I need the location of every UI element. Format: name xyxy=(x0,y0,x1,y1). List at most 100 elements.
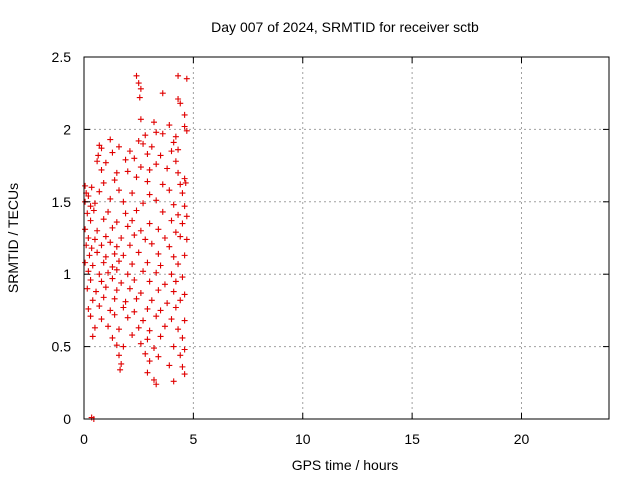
data-point xyxy=(90,207,97,214)
data-point xyxy=(105,208,112,215)
data-point xyxy=(111,295,118,302)
x-axis-label: GPS time / hours xyxy=(292,457,399,473)
data-point xyxy=(148,297,155,304)
data-point xyxy=(133,207,140,214)
data-point xyxy=(122,210,129,217)
data-point xyxy=(126,242,133,249)
data-point xyxy=(111,177,118,184)
data-point xyxy=(133,295,140,302)
data-point xyxy=(166,243,173,250)
data-point xyxy=(133,72,140,79)
data-point xyxy=(126,285,133,292)
data-point xyxy=(118,235,125,241)
data-point xyxy=(131,155,138,162)
data-point xyxy=(170,201,177,208)
data-point xyxy=(109,334,116,341)
data-point xyxy=(146,358,153,365)
data-point xyxy=(144,151,151,158)
data-point xyxy=(135,80,142,87)
data-point xyxy=(157,333,164,340)
data-points xyxy=(82,72,190,422)
data-point xyxy=(91,236,98,243)
data-point xyxy=(135,249,142,256)
data-point xyxy=(100,179,107,186)
data-point xyxy=(118,279,125,286)
data-point xyxy=(105,323,112,330)
x-tick-label: 15 xyxy=(404,431,420,447)
data-point xyxy=(137,116,144,123)
data-point xyxy=(113,266,120,273)
data-point xyxy=(118,360,125,367)
data-point xyxy=(146,278,153,285)
data-point xyxy=(151,345,157,352)
data-point xyxy=(98,242,105,249)
data-point xyxy=(98,145,105,152)
y-tick-label: 1 xyxy=(63,266,71,282)
data-point xyxy=(151,376,157,383)
data-point xyxy=(98,166,105,173)
data-point xyxy=(124,168,131,175)
data-point xyxy=(181,291,188,298)
data-point xyxy=(142,132,149,139)
data-point xyxy=(93,288,100,295)
data-point xyxy=(183,236,190,243)
data-point xyxy=(107,239,114,246)
data-point xyxy=(182,179,189,186)
data-point xyxy=(100,259,107,266)
data-point xyxy=(85,235,92,241)
data-point xyxy=(135,137,142,144)
data-point xyxy=(102,159,109,166)
data-point xyxy=(146,191,153,198)
data-point xyxy=(96,188,103,195)
data-point xyxy=(170,139,177,146)
data-point xyxy=(181,346,188,353)
data-point xyxy=(124,271,131,278)
data-point xyxy=(109,224,116,231)
data-point xyxy=(91,324,98,331)
data-point xyxy=(159,90,166,97)
data-point xyxy=(137,227,144,234)
data-point xyxy=(172,133,179,140)
data-point xyxy=(124,223,131,230)
data-point xyxy=(137,85,144,92)
data-point xyxy=(94,227,101,234)
data-point xyxy=(157,262,164,269)
data-point xyxy=(153,129,160,136)
data-point xyxy=(159,181,166,188)
y-tick-label: 0 xyxy=(63,411,71,427)
data-point xyxy=(144,336,151,343)
data-point xyxy=(166,362,173,369)
data-point xyxy=(179,220,186,227)
data-point xyxy=(148,143,155,150)
data-point xyxy=(175,211,182,218)
data-point xyxy=(107,136,114,143)
data-point xyxy=(87,217,94,224)
data-point xyxy=(170,343,177,350)
data-point xyxy=(155,353,162,360)
data-point xyxy=(82,226,89,233)
data-point xyxy=(82,182,89,189)
data-point xyxy=(181,111,188,118)
data-point xyxy=(89,333,96,340)
data-point xyxy=(129,332,136,339)
data-point xyxy=(102,253,109,260)
data-point xyxy=(120,343,127,350)
data-point xyxy=(177,352,184,359)
data-point xyxy=(120,304,127,311)
data-point xyxy=(116,352,122,359)
data-point xyxy=(183,75,190,82)
data-point xyxy=(146,220,153,227)
data-point xyxy=(122,298,129,305)
data-point xyxy=(82,259,89,266)
data-point xyxy=(116,258,122,265)
data-point xyxy=(136,94,143,101)
data-point xyxy=(140,140,147,147)
data-point xyxy=(85,305,92,312)
y-tick-label: 2.5 xyxy=(52,49,72,65)
data-point xyxy=(148,240,155,247)
data-point xyxy=(94,158,101,165)
data-point xyxy=(153,269,160,276)
data-point xyxy=(113,169,120,176)
data-point xyxy=(144,305,151,312)
data-point xyxy=(172,158,179,165)
